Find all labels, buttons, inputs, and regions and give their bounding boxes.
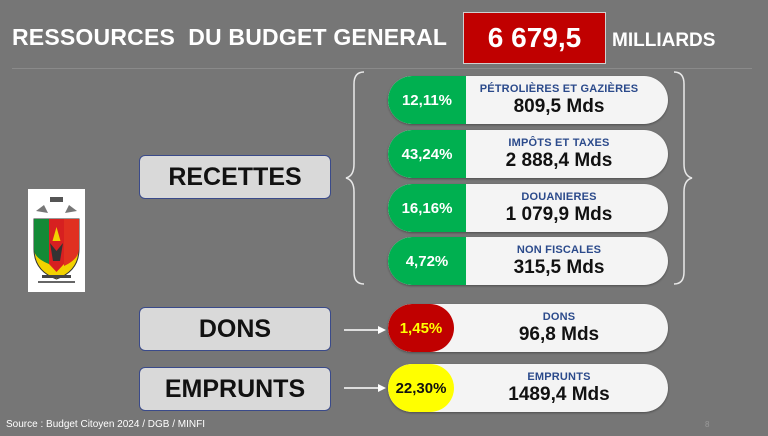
total-amount-badge: 6 679,5 [463,12,606,64]
left-brace-icon [345,71,365,285]
item-amount: 809,5 Mds [513,95,605,117]
category-recettes: RECETTES [139,155,331,199]
recette-item: 16,16% DOUANIERES 1 079,9 Mds [388,184,668,232]
page-number: 8 [705,420,710,429]
source-note: Source : Budget Citoyen 2024 / DGB / MIN… [6,419,205,430]
item-label: DOUANIERES [521,190,597,203]
page-title: RESSOURCES DU BUDGET GENERAL [12,24,448,50]
percentage-badge: 43,24% [388,130,466,178]
recette-item: 12,11% PÉTROLIÈRES ET GAZIÈRES 809,5 Mds [388,76,668,124]
right-brace-icon [673,71,693,285]
recette-item: 4,72% NON FISCALES 315,5 Mds [388,237,668,285]
percentage-badge: 12,11% [388,76,466,124]
item-amount: 2 888,4 Mds [505,149,613,171]
item-label: DONS [542,310,576,323]
arrow-right-icon [344,326,386,334]
recette-item: 43,24% IMPÔTS ET TAXES 2 888,4 Mds [388,130,668,178]
item-label: NON FISCALES [516,243,602,256]
item-label: PÉTROLIÈRES ET GAZIÈRES [479,82,639,95]
arrow-right-icon [344,384,386,392]
item-amount: 1 079,9 Mds [505,203,613,225]
item-label: EMPRUNTS [527,370,591,383]
header-divider [12,68,752,69]
item-label: IMPÔTS ET TAXES [508,136,610,149]
emprunts-item: 22,30% EMPRUNTS 1489,4 Mds [388,364,668,412]
percentage-badge: 1,45% [388,304,454,352]
percentage-badge: 4,72% [388,237,466,285]
percentage-badge: 22,30% [388,364,454,412]
cameroon-coat-of-arms-icon [28,189,85,292]
category-emprunts: EMPRUNTS [139,367,331,411]
item-amount: 315,5 Mds [513,256,605,278]
item-amount: 96,8 Mds [518,323,600,345]
percentage-badge: 16,16% [388,184,466,232]
total-unit: MILLIARDS [612,30,716,51]
item-amount: 1489,4 Mds [508,383,610,405]
dons-item: 1,45% DONS 96,8 Mds [388,304,668,352]
category-dons: DONS [139,307,331,351]
